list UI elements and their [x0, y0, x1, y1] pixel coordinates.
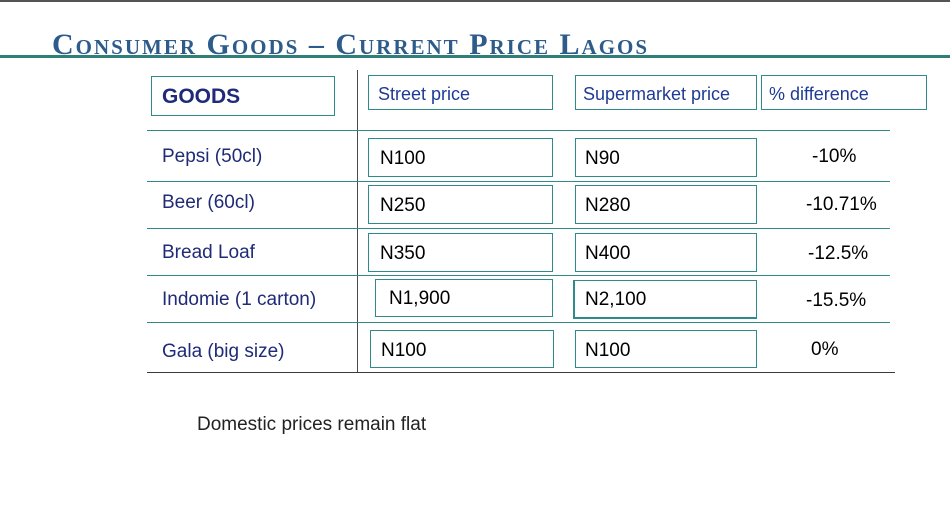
supermarket-price: N2,100 [585, 289, 647, 310]
percent-difference: -10% [812, 146, 857, 167]
title-underline [0, 55, 950, 58]
street-price-box: N350 [368, 233, 553, 272]
percent-difference: -10.71% [806, 194, 877, 215]
row-divider [147, 372, 895, 373]
header-supermarket-box: Supermarket price [575, 75, 757, 110]
supermarket-price: N100 [585, 340, 631, 361]
header-goods-box: GOODS [151, 76, 335, 116]
good-name: Gala (big size) [162, 341, 285, 362]
header-goods: GOODS [162, 85, 241, 108]
row-divider [147, 181, 890, 182]
supermarket-price: N400 [585, 243, 631, 264]
top-border [0, 0, 950, 2]
street-price: N350 [380, 243, 426, 264]
street-price: N1,900 [389, 288, 451, 309]
slide-title: Consumer Goods – Current Price Lagos [52, 28, 650, 61]
row-divider [147, 130, 890, 131]
header-street-box: Street price [368, 75, 553, 110]
percent-difference: 0% [811, 339, 839, 360]
row-divider [147, 275, 890, 276]
supermarket-price-box: N2,100 [573, 280, 757, 319]
street-price-box: N100 [368, 138, 553, 177]
supermarket-price: N90 [585, 148, 620, 169]
supermarket-price: N280 [585, 195, 631, 216]
good-name: Pepsi (50cl) [162, 146, 263, 167]
street-price-box: N100 [370, 330, 554, 368]
street-price: N100 [381, 340, 427, 361]
header-street-price: Street price [378, 84, 471, 104]
street-price: N100 [380, 148, 426, 169]
percent-difference: -15.5% [806, 290, 867, 311]
good-name: Indomie (1 carton) [162, 289, 317, 310]
header-difference-box: % difference [761, 75, 927, 110]
column-separator [357, 70, 358, 372]
supermarket-price-box: N400 [575, 233, 757, 272]
row-divider [147, 322, 890, 323]
slide-note: Domestic prices remain flat [197, 414, 427, 435]
street-price: N250 [380, 195, 426, 216]
header-supermarket-price: Supermarket price [583, 84, 731, 104]
good-name: Bread Loaf [162, 242, 255, 263]
supermarket-price-box: N280 [575, 185, 757, 224]
street-price-box: N1,900 [375, 279, 553, 317]
row-divider [147, 228, 890, 229]
street-price-box: N250 [368, 185, 553, 224]
supermarket-price-box: N100 [575, 330, 757, 368]
supermarket-price-box: N90 [575, 138, 757, 177]
percent-difference: -12.5% [808, 243, 869, 264]
header-percent-difference: % difference [769, 84, 869, 104]
good-name: Beer (60cl) [162, 192, 255, 213]
